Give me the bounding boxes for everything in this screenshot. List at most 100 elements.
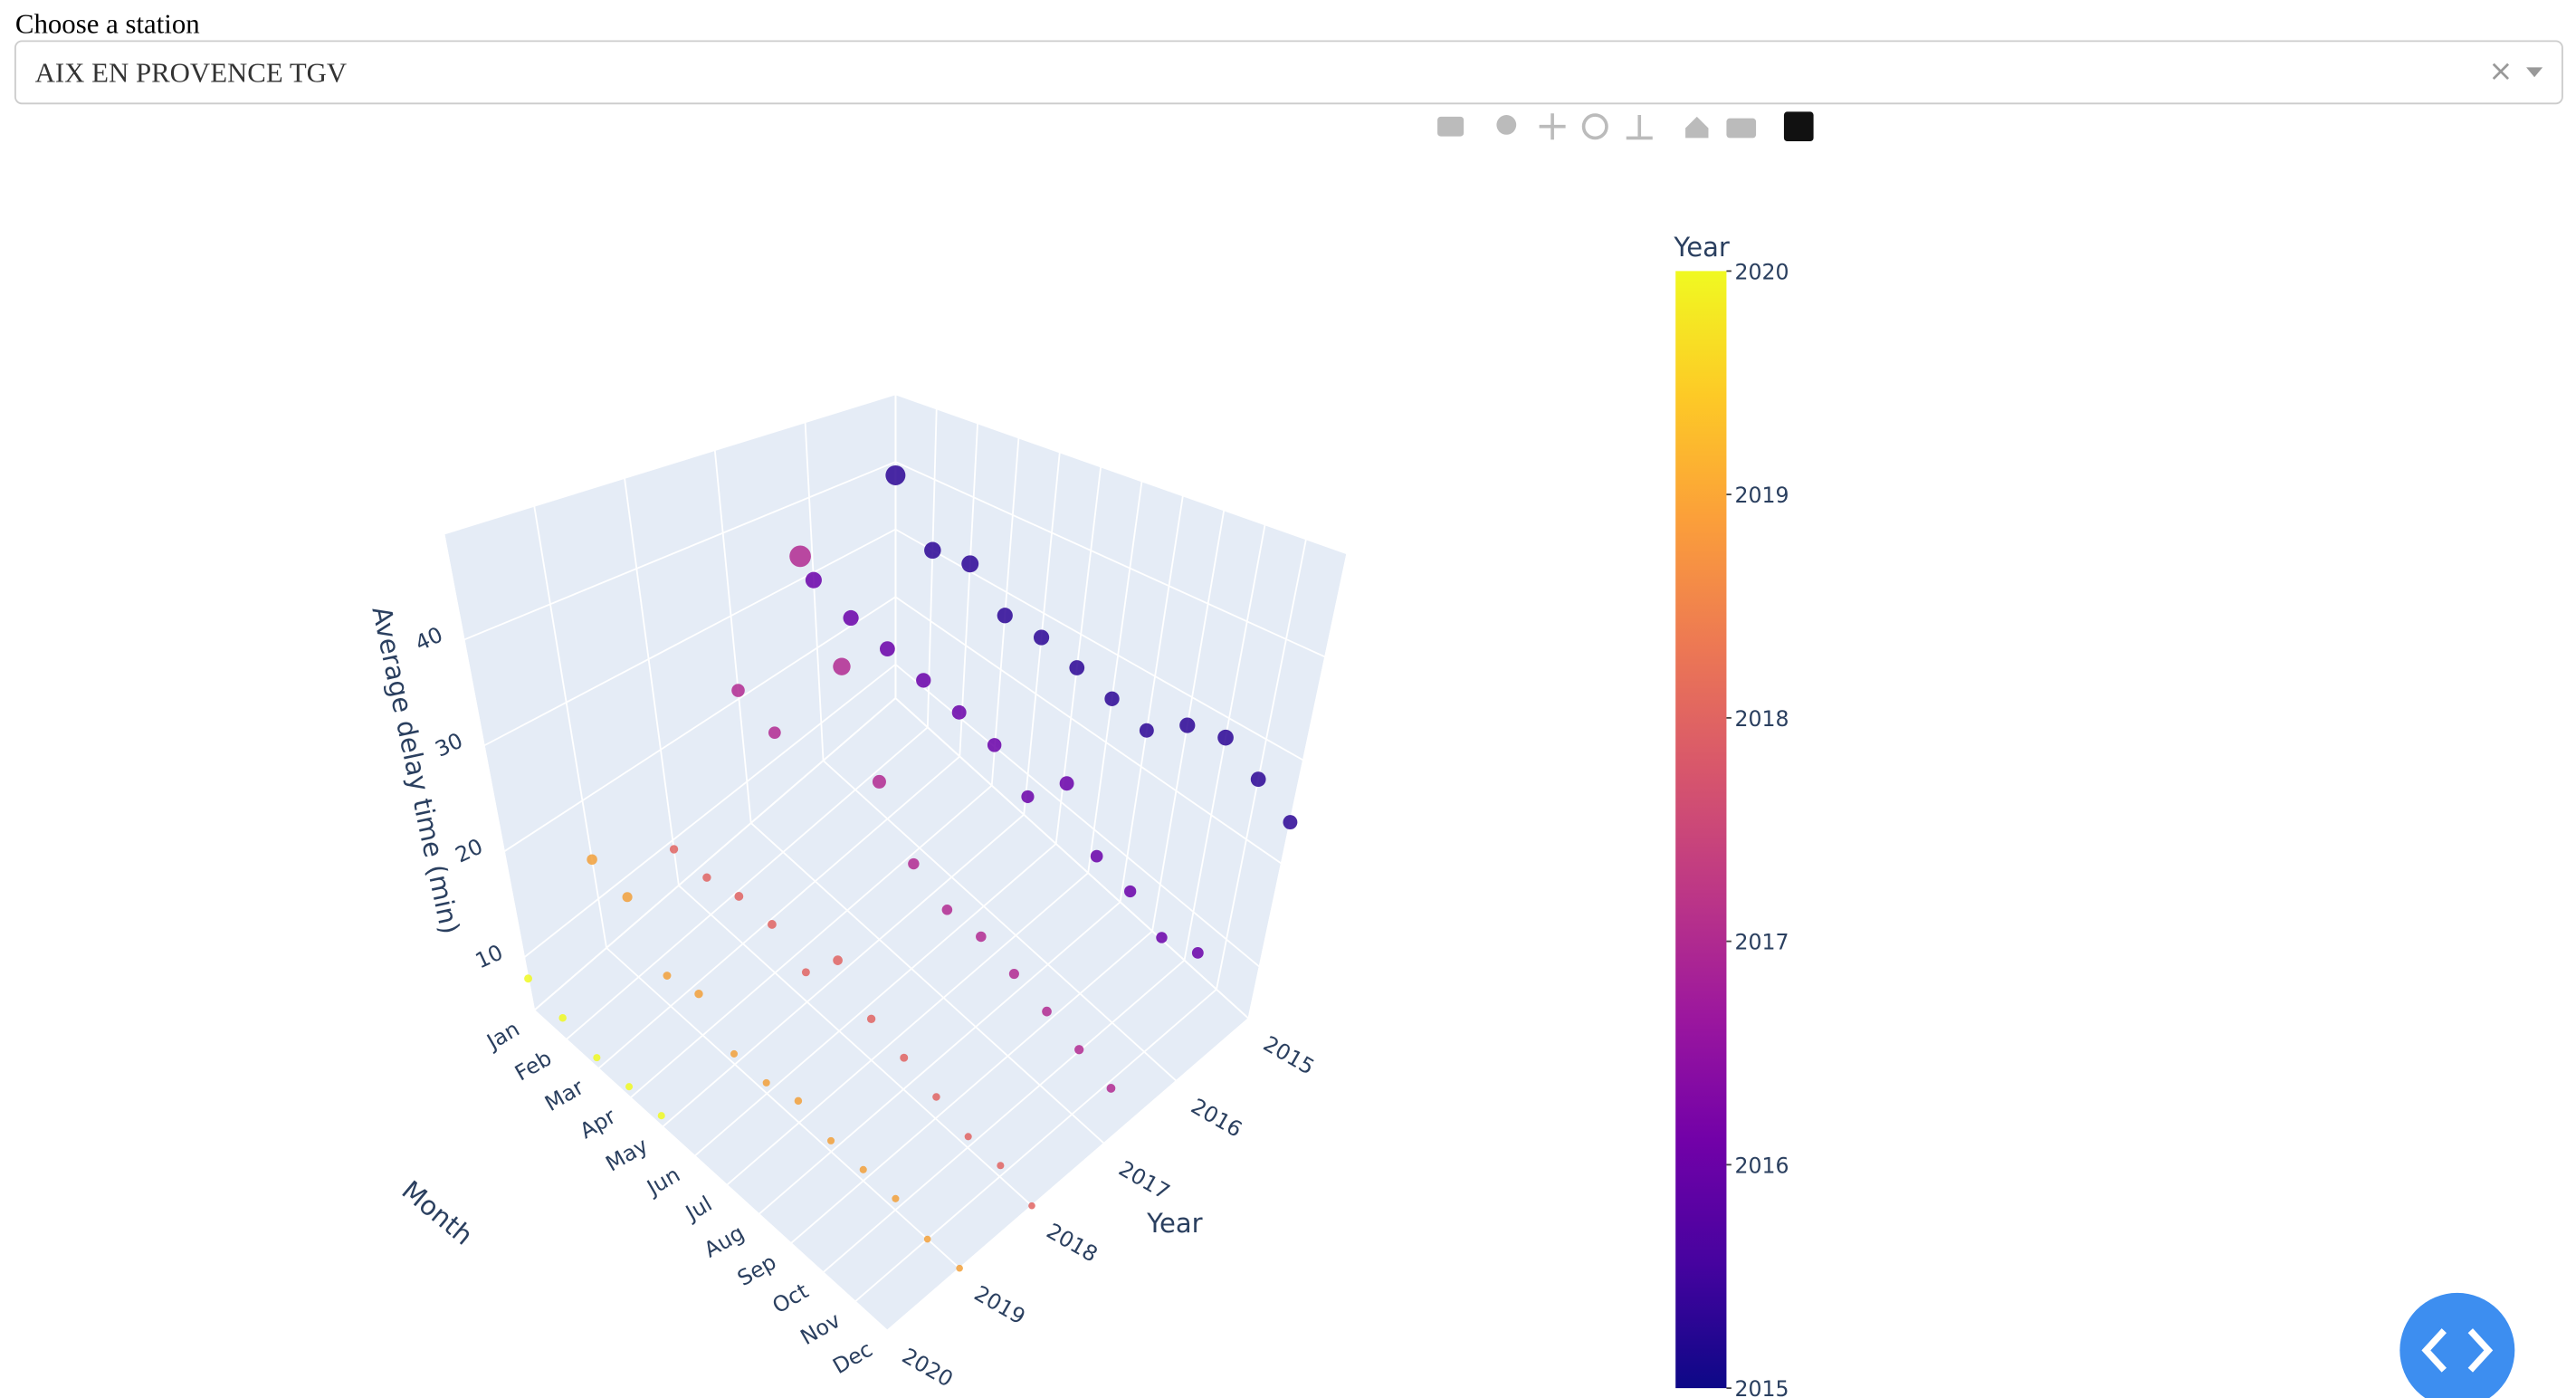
y-tick-label: 2015 bbox=[1259, 1030, 1319, 1079]
month-grid-line bbox=[854, 989, 1217, 1303]
data-point bbox=[702, 873, 711, 882]
data-point bbox=[1028, 1202, 1035, 1210]
data-point bbox=[1124, 885, 1137, 898]
data-point bbox=[941, 905, 953, 915]
month-grid-line bbox=[566, 726, 929, 1040]
colorbar bbox=[1675, 271, 1727, 1389]
month-grid-line bbox=[790, 930, 1153, 1244]
data-point bbox=[731, 684, 745, 697]
month-grid-line bbox=[758, 901, 1121, 1215]
data-point bbox=[587, 854, 597, 866]
camera-view-icon[interactable] bbox=[1726, 118, 1757, 139]
x-tick-label: Oct bbox=[768, 1278, 813, 1319]
dropdown-arrow[interactable] bbox=[2526, 67, 2543, 78]
z-tick-label: 40 bbox=[411, 622, 446, 656]
x-tick-label: Jun bbox=[641, 1162, 684, 1202]
pan-icon[interactable] bbox=[1539, 113, 1566, 140]
data-point bbox=[805, 571, 822, 589]
z-grid-line bbox=[503, 596, 896, 853]
data-point bbox=[1283, 815, 1298, 830]
data-point bbox=[669, 845, 679, 854]
year-grid-line bbox=[606, 947, 960, 1269]
data-point bbox=[880, 641, 895, 657]
z-grid-line bbox=[463, 461, 896, 641]
month-grid-line bbox=[959, 423, 978, 757]
data-point bbox=[625, 1083, 634, 1091]
data-point bbox=[976, 931, 987, 943]
data-point bbox=[1156, 932, 1168, 943]
month-grid-line bbox=[726, 872, 1089, 1186]
month-grid-line bbox=[1247, 553, 1349, 1020]
data-point bbox=[1069, 660, 1085, 675]
plotly-logo[interactable] bbox=[1783, 111, 1814, 142]
data-point bbox=[1033, 629, 1050, 646]
year-grid-line bbox=[443, 533, 536, 1010]
month-grid-line bbox=[630, 784, 993, 1098]
data-point bbox=[734, 892, 744, 901]
year-grid-line bbox=[822, 760, 1178, 1082]
z-grid-line bbox=[894, 461, 1326, 658]
data-point bbox=[663, 972, 672, 980]
data-point bbox=[961, 555, 979, 573]
debug-icon bbox=[2421, 1328, 2494, 1373]
colorbar-title: Year bbox=[1673, 232, 1730, 263]
turntable-icon[interactable] bbox=[1626, 115, 1653, 140]
month-grid-line bbox=[597, 755, 960, 1069]
month-grid-line bbox=[926, 408, 938, 728]
data-point bbox=[923, 1235, 931, 1243]
y-tick-label: 2018 bbox=[1042, 1218, 1102, 1267]
data-point bbox=[1104, 691, 1120, 706]
zoom-icon[interactable] bbox=[1496, 115, 1517, 135]
x-tick-label: Jul bbox=[680, 1191, 716, 1226]
y-axis-title: Year bbox=[1146, 1208, 1203, 1239]
month-grid-line bbox=[1119, 495, 1184, 903]
data-point bbox=[1059, 776, 1074, 791]
station-dropdown[interactable] bbox=[14, 40, 2563, 105]
z-grid-line bbox=[483, 528, 896, 747]
data-point bbox=[1008, 968, 1019, 980]
colorbar-tick-label: 2015 bbox=[1734, 1376, 1789, 1398]
data-point bbox=[622, 892, 633, 903]
data-point bbox=[694, 990, 703, 999]
data-point bbox=[593, 1054, 601, 1062]
dropdown-label: Choose a station bbox=[15, 8, 200, 39]
x-tick-label: May bbox=[601, 1133, 652, 1177]
data-point bbox=[1217, 729, 1234, 746]
data-point bbox=[768, 920, 777, 929]
data-point bbox=[801, 968, 810, 977]
debug-button[interactable] bbox=[2399, 1292, 2515, 1398]
data-point bbox=[1021, 790, 1035, 804]
camera-icon[interactable] bbox=[1437, 116, 1465, 137]
x-tick-label: Feb bbox=[510, 1045, 556, 1086]
month-grid-line bbox=[1087, 481, 1143, 874]
data-point bbox=[900, 1053, 909, 1062]
data-point bbox=[762, 1078, 770, 1087]
colorbar-tick-label: 2020 bbox=[1734, 259, 1789, 284]
z-tick-label: 20 bbox=[452, 833, 487, 867]
z-grid-line bbox=[894, 596, 1283, 865]
data-point bbox=[872, 774, 886, 789]
data-point bbox=[1250, 771, 1266, 788]
data-point bbox=[924, 541, 941, 560]
data-point bbox=[951, 704, 967, 720]
data-point bbox=[730, 1049, 739, 1058]
month-grid-line bbox=[1216, 539, 1307, 990]
data-point bbox=[956, 1264, 963, 1272]
data-point bbox=[1179, 717, 1196, 733]
z-grid-line bbox=[523, 664, 896, 959]
data-point bbox=[997, 1162, 1005, 1170]
home-icon[interactable] bbox=[1685, 116, 1709, 139]
y-tick-label: 2020 bbox=[898, 1343, 958, 1392]
year-grid-line bbox=[804, 422, 825, 761]
data-point bbox=[833, 657, 851, 675]
data-point bbox=[768, 726, 781, 740]
data-point bbox=[524, 974, 533, 983]
orbit-icon[interactable] bbox=[1581, 113, 1608, 140]
clear-icon[interactable] bbox=[2492, 62, 2510, 81]
year-grid-line bbox=[713, 450, 752, 824]
colorbar-tick-label: 2018 bbox=[1734, 706, 1789, 732]
colorbar-tick-label: 2019 bbox=[1734, 483, 1789, 508]
data-point bbox=[916, 673, 931, 688]
